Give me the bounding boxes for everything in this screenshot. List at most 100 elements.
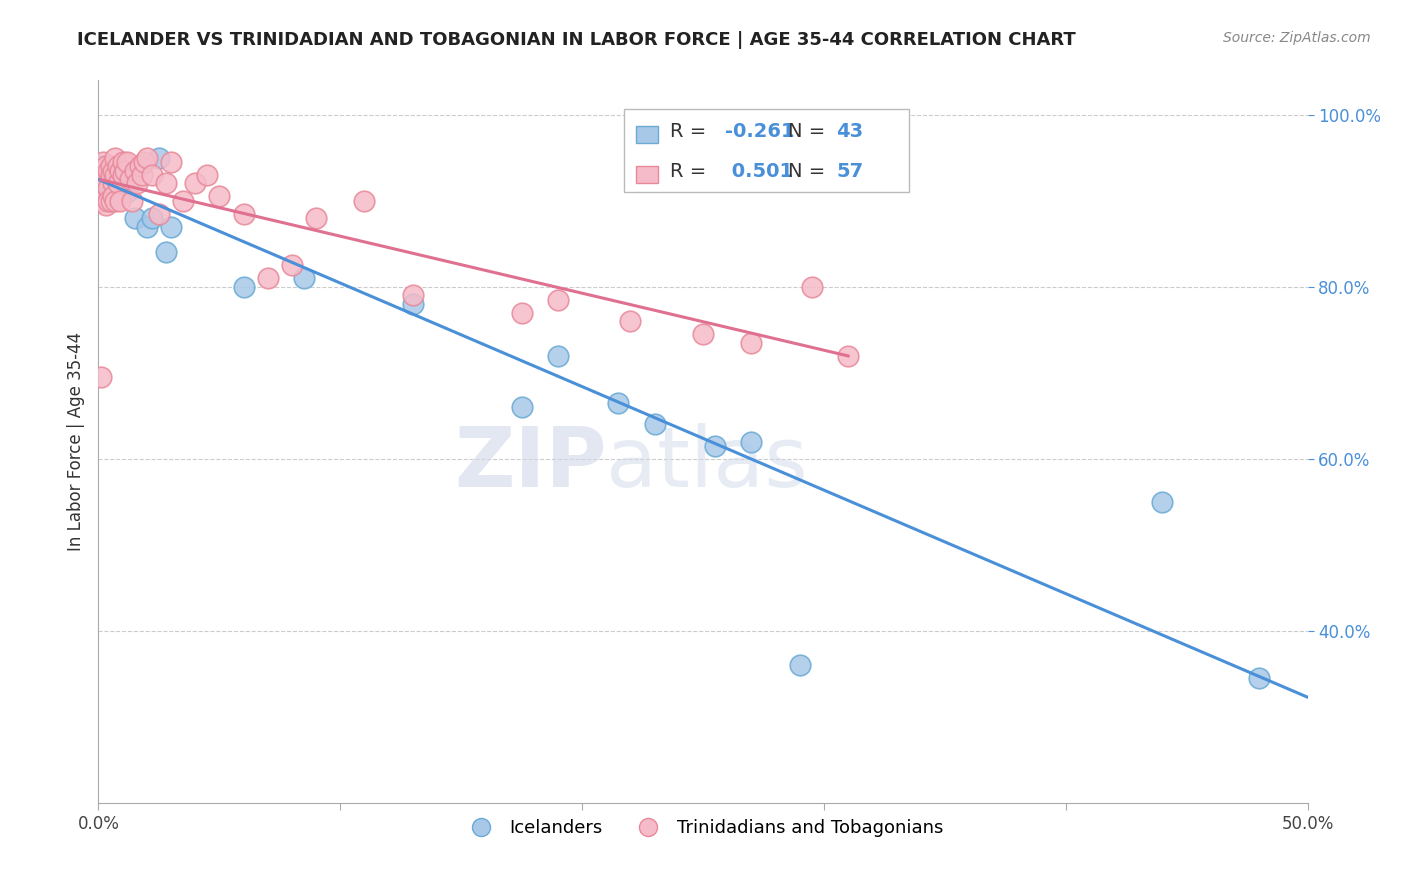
Point xyxy=(704,439,727,453)
Text: Source: ZipAtlas.com: Source: ZipAtlas.com xyxy=(1223,31,1371,45)
Point xyxy=(510,305,533,319)
Point xyxy=(131,168,153,182)
Point xyxy=(108,194,131,208)
Point xyxy=(789,658,811,673)
Point xyxy=(97,163,120,178)
Point xyxy=(148,151,170,165)
Point xyxy=(111,155,134,169)
Point xyxy=(1152,494,1174,508)
Point xyxy=(135,219,157,234)
Point xyxy=(184,177,207,191)
Point xyxy=(90,370,112,384)
Point xyxy=(91,155,114,169)
Point xyxy=(837,349,859,363)
Point xyxy=(97,194,120,208)
Point xyxy=(100,159,122,173)
Point xyxy=(100,168,122,182)
Point xyxy=(94,177,117,191)
Point xyxy=(104,185,127,199)
Point xyxy=(97,163,120,178)
Point xyxy=(619,314,641,328)
Point xyxy=(111,168,134,182)
Point xyxy=(692,326,714,341)
Text: R =: R = xyxy=(671,161,713,180)
Point xyxy=(91,177,114,191)
Point xyxy=(117,155,139,169)
Y-axis label: In Labor Force | Age 35-44: In Labor Force | Age 35-44 xyxy=(66,332,84,551)
Point xyxy=(117,185,139,199)
Point xyxy=(104,151,127,165)
Point xyxy=(101,189,124,203)
FancyBboxPatch shape xyxy=(637,166,658,183)
Point xyxy=(90,168,112,182)
Point xyxy=(402,297,425,311)
Point xyxy=(160,155,183,169)
Point xyxy=(121,194,143,208)
Point xyxy=(111,168,134,182)
Text: ZIP: ZIP xyxy=(454,423,606,504)
Legend: Icelanders, Trinidadians and Tobagonians: Icelanders, Trinidadians and Tobagonians xyxy=(456,812,950,845)
Point xyxy=(100,168,122,182)
Point xyxy=(108,163,131,178)
Point xyxy=(101,181,124,195)
Point xyxy=(800,279,823,293)
Point xyxy=(547,349,569,363)
Point xyxy=(127,177,149,191)
Text: N =: N = xyxy=(787,161,831,180)
FancyBboxPatch shape xyxy=(637,126,658,143)
Point xyxy=(740,434,762,449)
Point xyxy=(104,194,127,208)
Point xyxy=(128,159,150,173)
Point xyxy=(101,163,124,178)
Point xyxy=(97,181,120,195)
Point xyxy=(90,159,112,173)
Point xyxy=(104,168,127,182)
Point xyxy=(141,211,163,225)
Point xyxy=(104,168,127,182)
Point xyxy=(510,400,533,414)
Point xyxy=(353,194,375,208)
Point xyxy=(107,177,129,191)
Point xyxy=(134,155,156,169)
Point xyxy=(114,163,136,178)
Point xyxy=(208,189,231,203)
Point xyxy=(305,211,328,225)
Point xyxy=(644,417,666,432)
Point xyxy=(107,159,129,173)
Point xyxy=(292,271,315,285)
Point xyxy=(94,172,117,186)
Point xyxy=(94,159,117,173)
Point xyxy=(124,163,146,178)
Point xyxy=(100,159,122,173)
Point xyxy=(232,279,254,293)
Point xyxy=(160,219,183,234)
Text: N =: N = xyxy=(787,121,831,141)
Point xyxy=(135,151,157,165)
Point xyxy=(195,168,218,182)
Point xyxy=(402,288,425,302)
Text: R =: R = xyxy=(671,121,713,141)
Point xyxy=(94,159,117,173)
Point xyxy=(91,163,114,178)
Point xyxy=(91,172,114,186)
Point xyxy=(128,159,150,173)
Text: atlas: atlas xyxy=(606,423,808,504)
Point xyxy=(107,163,129,178)
Point xyxy=(101,172,124,186)
Point xyxy=(547,293,569,307)
Point xyxy=(107,177,129,191)
Point xyxy=(1249,671,1271,685)
Point xyxy=(94,168,117,182)
Point xyxy=(90,168,112,182)
Point xyxy=(124,211,146,225)
Point xyxy=(91,194,114,208)
Point xyxy=(91,163,114,178)
FancyBboxPatch shape xyxy=(624,109,908,193)
Point xyxy=(148,206,170,220)
Point xyxy=(108,172,131,186)
Point xyxy=(172,194,194,208)
Point xyxy=(607,396,630,410)
Point xyxy=(100,194,122,208)
Text: 43: 43 xyxy=(837,121,863,141)
Point xyxy=(94,198,117,212)
